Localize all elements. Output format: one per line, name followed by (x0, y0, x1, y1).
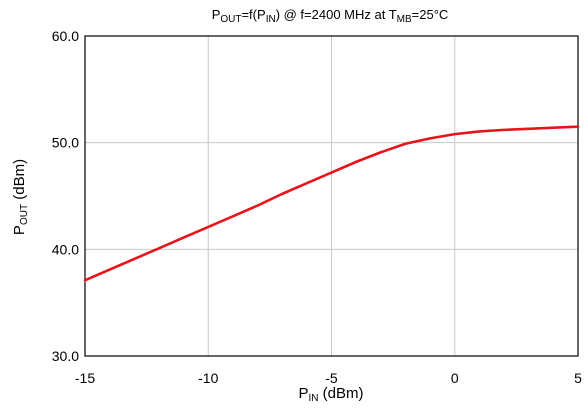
x-tick-label-0: -15 (75, 370, 95, 386)
y-tick-label-2: 50.0 (52, 135, 79, 151)
title-end: =25°C (412, 7, 449, 22)
x-tick-labels: -15 -10 -5 0 5 (75, 370, 582, 386)
chart-title: POUT=f(PIN) @ f=2400 MHz at TMB=25°C (212, 7, 449, 25)
title-in-sub: IN (266, 14, 276, 25)
y-label-rest: (dBm) (11, 159, 28, 204)
x-tick-label-4: 5 (574, 370, 582, 386)
series-line-0 (83, 125, 580, 282)
title-out-sub: OUT (220, 14, 241, 25)
plot-area-frame (84, 35, 579, 357)
x-tick-label-2: -5 (325, 370, 338, 386)
y-axis-label: POUT (dBm) (11, 159, 30, 235)
y-label-p: P (11, 225, 28, 235)
y-tick-label-0: 30.0 (52, 348, 79, 364)
x-tick-label-3: 0 (451, 370, 459, 386)
y-tick-label-1: 40.0 (52, 241, 79, 257)
x-tick-label-1: -10 (198, 370, 218, 386)
title-mb-sub: MB (397, 14, 412, 25)
grid-lines (84, 35, 579, 357)
y-label-sub: OUT (19, 204, 30, 225)
y-tick-labels: 30.0 40.0 50.0 60.0 (52, 28, 79, 364)
series-group (83, 125, 580, 282)
x-axis-label: PIN (dBm) (298, 385, 363, 404)
x-label-p: P (298, 385, 308, 402)
x-label-rest: (dBm) (319, 385, 364, 402)
title-mid: ) @ f=2400 MHz at T (276, 7, 397, 22)
y-tick-label-3: 60.0 (52, 28, 79, 44)
title-p: P (212, 7, 221, 22)
title-eq: =f(P (241, 7, 265, 22)
x-label-sub: IN (309, 393, 319, 404)
